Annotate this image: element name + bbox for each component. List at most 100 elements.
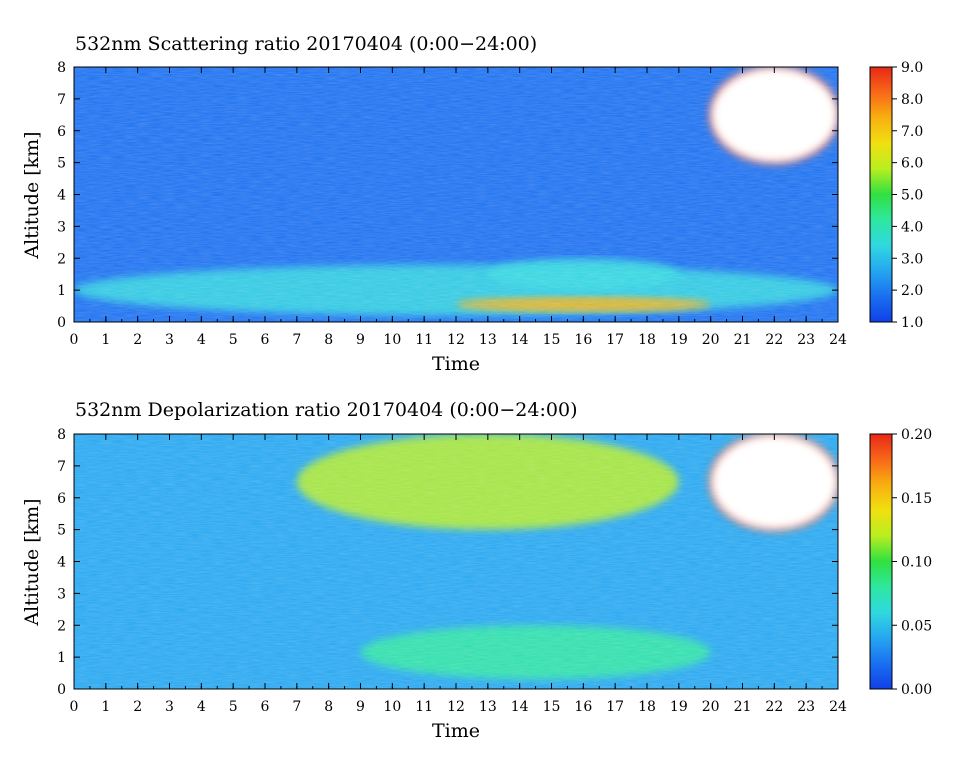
colorbar-tick-label: 0.15 xyxy=(901,491,932,507)
depolarization-colorbar: 0.00 0.05 0.10 0.15 0.20 xyxy=(869,427,932,698)
x-tick-label: 12 xyxy=(447,332,465,348)
y-tick-label: 4 xyxy=(57,188,66,204)
x-tick-label: 19 xyxy=(670,699,688,715)
y-tick-label: 8 xyxy=(57,60,66,76)
x-tick-label: 1 xyxy=(101,332,110,348)
x-axis-label-scattering: Time xyxy=(432,353,480,375)
x-tick-label: 0 xyxy=(70,699,79,715)
x-tick-label: 9 xyxy=(356,699,365,715)
y-tick-label: 1 xyxy=(57,283,66,299)
scattering-colorbar: 1.0 2.0 3.0 4.0 5.0 6.0 7.0 8.0 9.0 xyxy=(869,60,923,331)
y-tick-label: 5 xyxy=(57,156,66,172)
scattering-ratio-panel: 532nm Scattering ratio 20170404 (0:00−24… xyxy=(21,33,923,375)
colorbar-tick-label: 0.10 xyxy=(901,555,932,571)
noise-texture xyxy=(74,67,838,322)
x-tick-label: 2 xyxy=(133,699,142,715)
x-tick-label: 2 xyxy=(133,332,142,348)
depolarization-heatmap xyxy=(74,434,838,689)
y-tick-label: 0 xyxy=(57,315,66,331)
y-tick-label: 7 xyxy=(57,459,66,475)
scattering-axes: 0 1 2 3 4 5 6 7 8 9 10 11 12 13 14 15 16 17 18 19 20 21 22 23 24… xyxy=(57,60,847,348)
x-tick-label: 8 xyxy=(324,699,333,715)
colorbar-tick-label: 1.0 xyxy=(901,315,923,331)
y-tick-label: 5 xyxy=(57,523,66,539)
x-tick-label: 12 xyxy=(447,699,465,715)
x-tick-label: 13 xyxy=(479,699,497,715)
colorbar-tick-label: 6.0 xyxy=(901,156,923,172)
x-tick-label: 18 xyxy=(638,332,656,348)
y-tick-label: 6 xyxy=(57,124,66,140)
x-tick-label: 7 xyxy=(292,699,301,715)
y-tick-label: 0 xyxy=(57,682,66,698)
noise-texture xyxy=(74,434,838,689)
x-tick-label: 20 xyxy=(702,332,720,348)
x-tick-label: 14 xyxy=(511,332,529,348)
colorbar-gradient xyxy=(869,433,893,690)
x-tick-label: 20 xyxy=(702,699,720,715)
y-tick-label: 3 xyxy=(57,586,66,602)
x-tick-label: 17 xyxy=(606,332,624,348)
depolarization-ratio-panel: 532nm Depolarization ratio 20170404 (0:0… xyxy=(21,399,932,742)
x-tick-label: 7 xyxy=(292,332,301,348)
x-tick-label: 1 xyxy=(101,699,110,715)
depolarization-axes: 0 1 2 3 4 5 6 7 8 9 10 11 12 13 14 15 16 17 18 19 20 21 22 23 24… xyxy=(57,427,847,715)
x-tick-label: 5 xyxy=(229,699,238,715)
x-tick-label: 8 xyxy=(324,332,333,348)
x-tick-label: 24 xyxy=(829,699,847,715)
x-tick-label: 18 xyxy=(638,699,656,715)
x-axis-label-depolarization: Time xyxy=(432,720,480,742)
scattering-heatmap xyxy=(74,67,838,322)
x-tick-label: 6 xyxy=(261,699,270,715)
x-tick-label: 9 xyxy=(356,332,365,348)
x-tick-label: 22 xyxy=(765,332,783,348)
y-axis-label-scattering: Altitude [km] xyxy=(21,131,43,259)
x-tick-label: 3 xyxy=(165,332,174,348)
colorbar-tick-label: 0.20 xyxy=(901,427,932,443)
x-tick-label: 21 xyxy=(734,332,752,348)
colorbar-tick-label: 4.0 xyxy=(901,219,923,235)
x-tick-label: 5 xyxy=(229,332,238,348)
y-tick-label: 4 xyxy=(57,555,66,571)
colorbar-tick-label: 0.05 xyxy=(901,618,932,634)
y-tick-label: 2 xyxy=(57,618,66,634)
x-tick-label: 11 xyxy=(415,332,433,348)
colorbar-tick-label: 9.0 xyxy=(901,60,923,76)
x-tick-label: 10 xyxy=(383,332,401,348)
x-tick-label: 23 xyxy=(797,699,815,715)
x-tick-label: 21 xyxy=(734,699,752,715)
colorbar-tick-label: 8.0 xyxy=(901,92,923,108)
y-axis-label-depolarization: Altitude [km] xyxy=(21,498,43,626)
x-tick-label: 15 xyxy=(543,699,561,715)
chart-title-depolarization: 532nm Depolarization ratio 20170404 (0:0… xyxy=(75,399,577,421)
x-tick-label: 22 xyxy=(765,699,783,715)
colorbar-tick-label: 0.00 xyxy=(901,682,932,698)
y-tick-label: 6 xyxy=(57,491,66,507)
colorbar-tick-label: 5.0 xyxy=(901,188,923,204)
x-tick-label: 16 xyxy=(574,699,592,715)
colorbar-tick-label: 3.0 xyxy=(901,251,923,267)
x-tick-label: 10 xyxy=(383,699,401,715)
x-tick-label: 4 xyxy=(197,699,206,715)
x-tick-label: 19 xyxy=(670,332,688,348)
x-tick-label: 14 xyxy=(511,699,529,715)
x-tick-label: 16 xyxy=(574,332,592,348)
y-tick-label: 2 xyxy=(57,251,66,267)
y-tick-label: 1 xyxy=(57,650,66,666)
colorbar-tick-label: 7.0 xyxy=(901,124,923,140)
colorbar-gradient xyxy=(869,66,893,323)
x-tick-label: 17 xyxy=(606,699,624,715)
x-tick-label: 6 xyxy=(261,332,270,348)
x-tick-label: 15 xyxy=(543,332,561,348)
x-tick-label: 13 xyxy=(479,332,497,348)
x-tick-label: 3 xyxy=(165,699,174,715)
colorbar-tick-label: 2.0 xyxy=(901,283,923,299)
y-tick-label: 8 xyxy=(57,427,66,443)
y-tick-label: 3 xyxy=(57,219,66,235)
x-tick-label: 24 xyxy=(829,332,847,348)
y-tick-label: 7 xyxy=(57,92,66,108)
x-tick-label: 11 xyxy=(415,699,433,715)
x-tick-label: 23 xyxy=(797,332,815,348)
x-tick-label: 4 xyxy=(197,332,206,348)
chart-title-scattering: 532nm Scattering ratio 20170404 (0:00−24… xyxy=(75,33,537,55)
